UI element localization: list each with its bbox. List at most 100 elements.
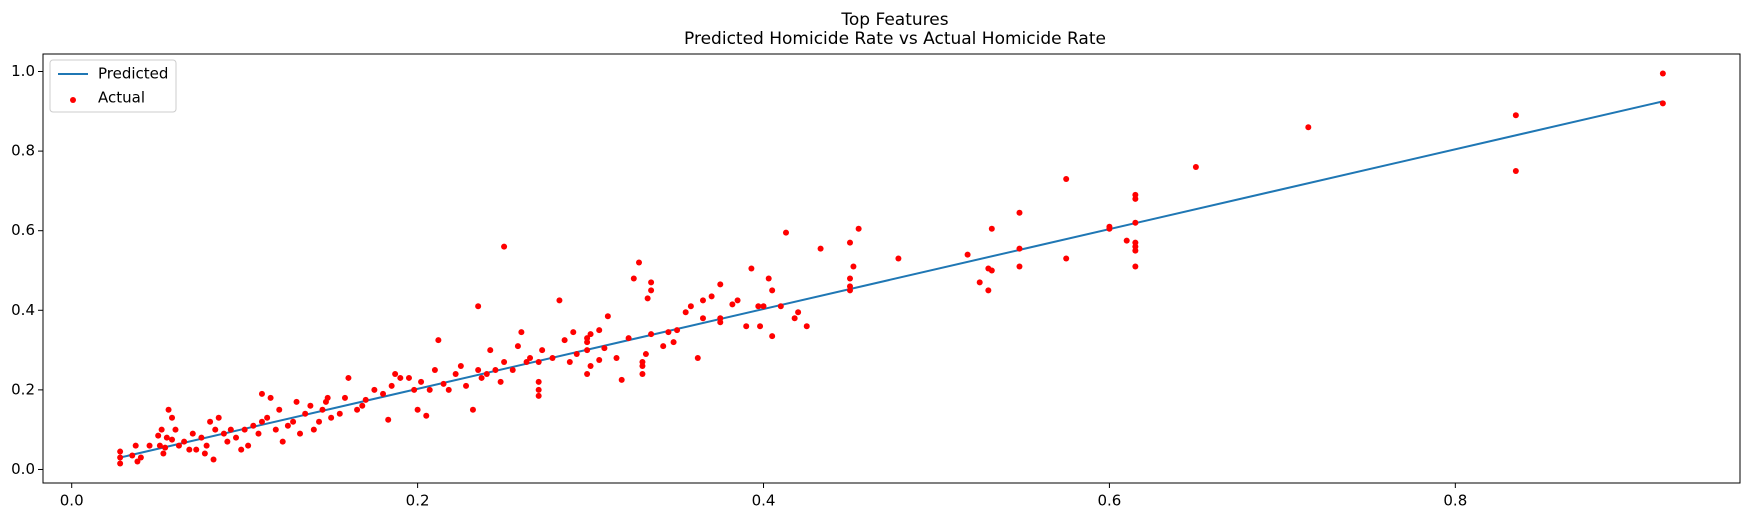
scatter-point — [1305, 124, 1312, 131]
scatter-point — [186, 446, 193, 453]
scatter-point — [1132, 195, 1139, 202]
scatter-point — [514, 343, 521, 350]
scatter-point — [501, 359, 508, 366]
x-tick-label: 0.2 — [406, 492, 430, 508]
scatter-point — [284, 422, 291, 429]
scatter-point — [452, 370, 459, 377]
scatter-point — [1132, 263, 1139, 270]
scatter-point — [279, 438, 286, 445]
scatter-point — [601, 345, 608, 352]
scatter-point — [238, 446, 245, 453]
scatter-point — [760, 303, 767, 310]
scatter-point — [566, 359, 573, 366]
scatter-point — [1659, 100, 1666, 107]
scatter-point — [748, 265, 755, 272]
y-tick-label: 0.6 — [11, 221, 35, 239]
scatter-point — [397, 374, 404, 381]
scatter-point — [743, 323, 750, 330]
chart-title: Top Features — [840, 10, 948, 30]
scatter-point — [648, 287, 655, 294]
x-tick-label: 0.4 — [752, 492, 776, 508]
scatter-point — [509, 366, 516, 373]
scatter-point — [117, 460, 124, 467]
scatter-point — [322, 398, 329, 405]
scatter-point — [535, 386, 542, 393]
scatter-point — [316, 418, 323, 425]
scatter-point — [272, 426, 279, 433]
scatter-point — [635, 259, 642, 266]
scatter-point — [1106, 225, 1113, 232]
scatter-point — [212, 426, 219, 433]
scatter-point — [414, 406, 421, 413]
scatter-point — [181, 438, 188, 445]
x-tick-label: 0.8 — [1443, 492, 1467, 508]
scatter-point — [988, 225, 995, 232]
scatter-point — [129, 452, 136, 459]
scatter-point — [846, 275, 853, 282]
scatter-point — [670, 339, 677, 346]
x-tick-label: 0.6 — [1097, 492, 1121, 508]
scatter-point — [630, 275, 637, 282]
scatter-point — [1512, 112, 1519, 119]
scatter-point — [198, 434, 205, 441]
scatter-point — [717, 281, 724, 288]
scatter-point — [556, 297, 563, 304]
scatter-point — [160, 450, 167, 457]
scatter-point — [146, 442, 153, 449]
scatter-point — [426, 386, 433, 393]
scatter-point — [137, 454, 144, 461]
scatter-point — [392, 370, 399, 377]
scatter-point — [388, 382, 395, 389]
scatter-point — [769, 333, 776, 340]
scatter-point — [440, 380, 447, 387]
scatter-point — [497, 378, 504, 385]
scatter-point — [117, 448, 124, 455]
scatter-point — [584, 347, 591, 354]
scatter-point — [518, 329, 525, 336]
scatter-point — [791, 315, 798, 322]
scatter-point — [193, 446, 200, 453]
scatter-point — [210, 456, 217, 463]
scatter-point — [734, 297, 741, 304]
scatter-point — [648, 279, 655, 286]
scatter-point — [795, 309, 802, 316]
scatter-point — [169, 414, 176, 421]
scatter-point — [1659, 70, 1666, 77]
scatter-point — [729, 301, 736, 308]
scatter-point — [475, 303, 482, 310]
scatter-point — [310, 426, 317, 433]
scatter-point — [385, 416, 392, 423]
scatter-point — [501, 243, 508, 250]
scatter-point — [535, 378, 542, 385]
scatter-point — [596, 357, 603, 364]
scatter-point — [1192, 164, 1199, 171]
scatter-point — [162, 444, 169, 451]
scatter-point — [1063, 255, 1070, 262]
scatter-point — [985, 287, 992, 294]
scatter-point — [302, 410, 309, 417]
scatter-point — [165, 406, 172, 413]
legend-label: Predicted — [98, 65, 168, 83]
scatter-point — [354, 406, 361, 413]
scatter-point — [345, 374, 352, 381]
scatter-point — [227, 426, 234, 433]
scatter-point — [469, 406, 476, 413]
scatter-point — [523, 359, 530, 366]
scatter-point — [561, 337, 568, 344]
scatter-point — [445, 386, 452, 393]
legend-swatch — [70, 97, 76, 103]
scatter-point — [264, 414, 271, 421]
scatter-point — [457, 363, 464, 369]
scatter-point — [134, 458, 141, 465]
scatter-point — [699, 315, 706, 322]
scatter-point — [293, 398, 300, 405]
scatter-point — [587, 363, 594, 369]
scatter-point — [117, 454, 124, 461]
scatter-point — [596, 327, 603, 334]
scatter-point — [618, 376, 625, 383]
scatter-point — [584, 339, 591, 346]
scatter-point — [328, 414, 335, 421]
scatter-point — [639, 370, 646, 377]
